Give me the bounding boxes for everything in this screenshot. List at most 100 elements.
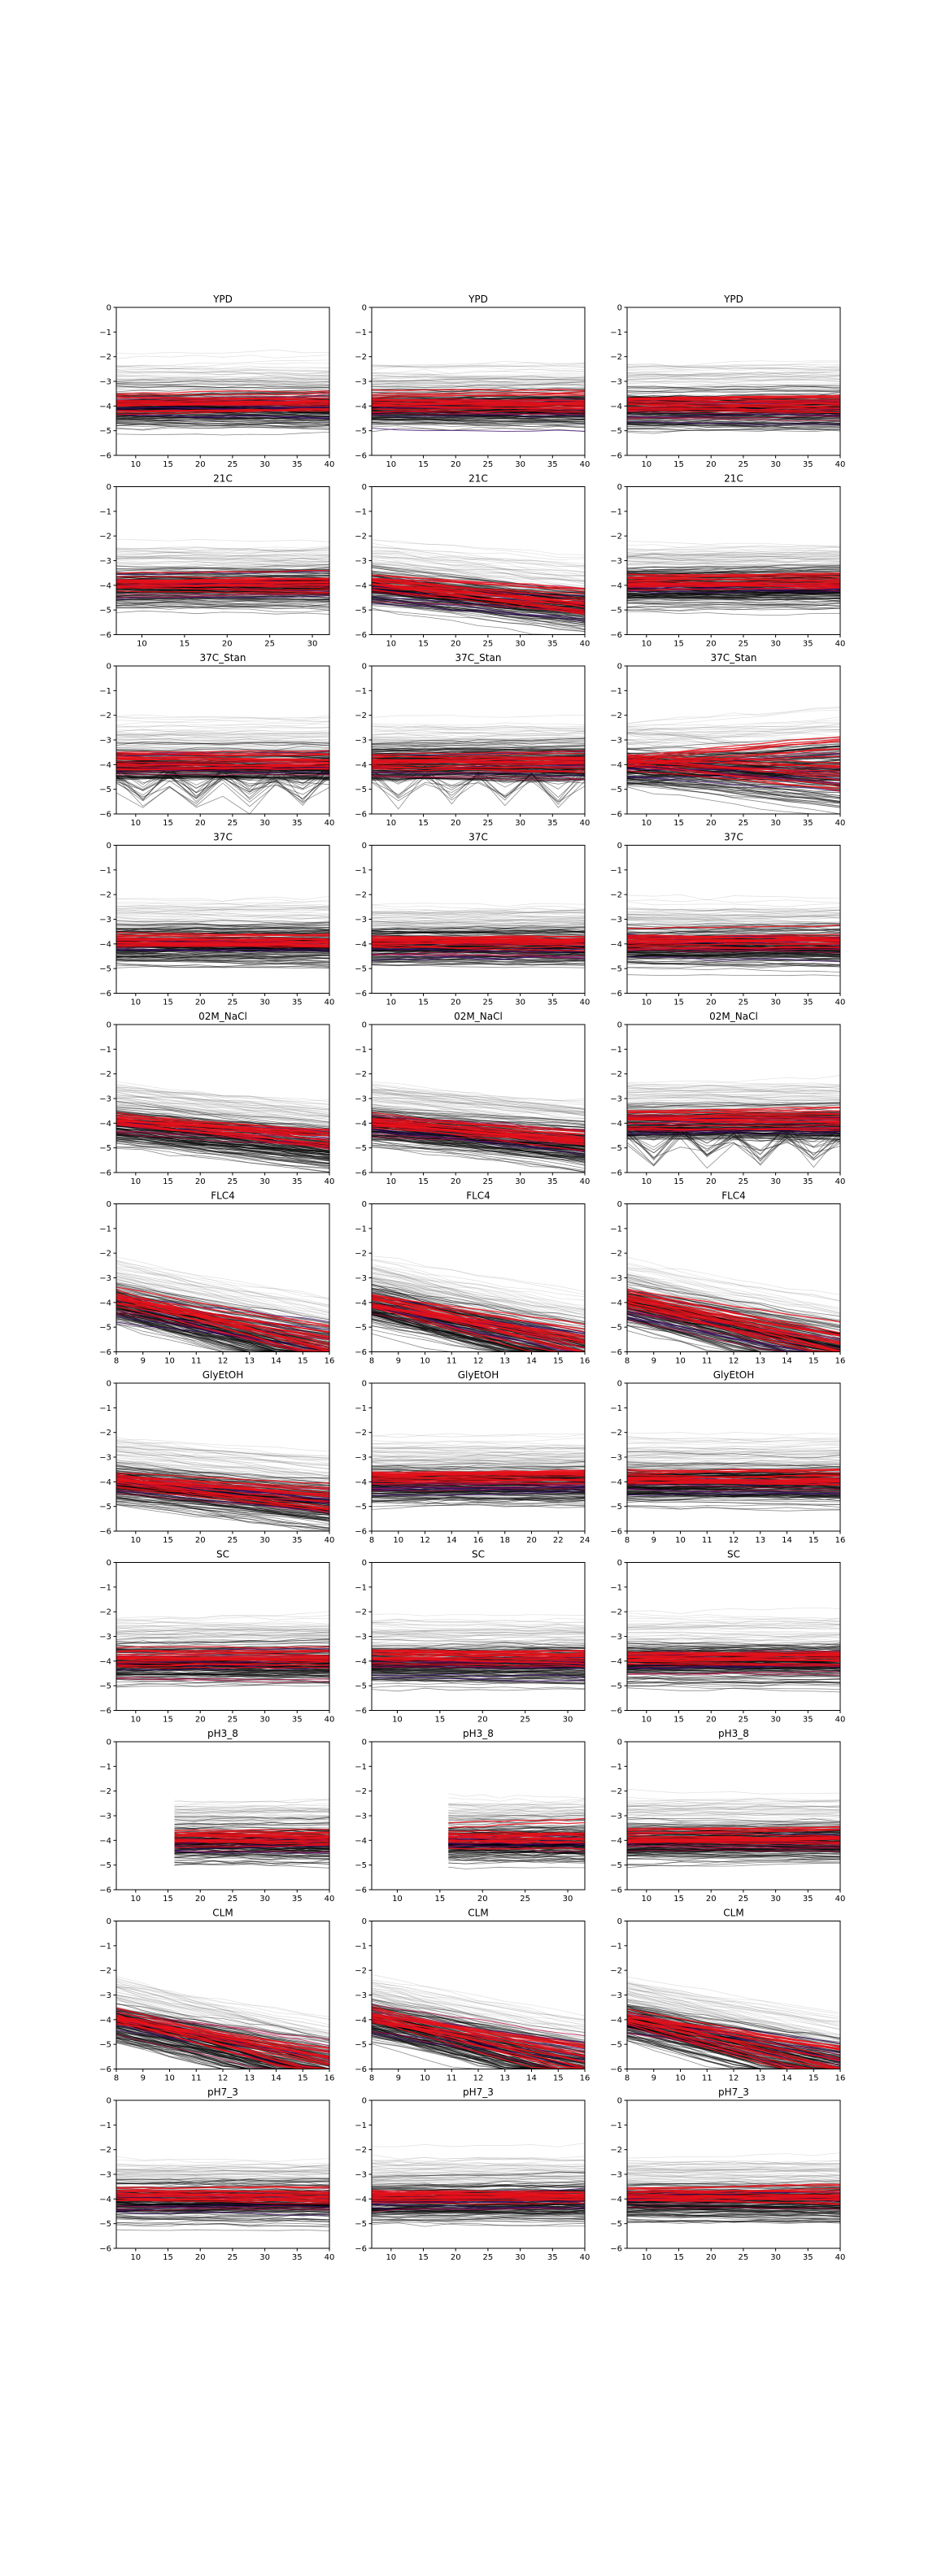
- x-tick-label: 20: [706, 999, 717, 1007]
- background-series-line: [372, 416, 585, 419]
- y-tick-label: −5: [610, 607, 622, 616]
- x-tick-label: 25: [739, 1177, 749, 1186]
- highlight-series-line: [627, 936, 840, 939]
- highlight-series-line: [372, 1120, 585, 1139]
- background-series-line: [627, 740, 840, 743]
- background-series-line: [372, 930, 585, 933]
- highlight-series-line: [627, 407, 840, 411]
- background-series-line: [627, 378, 840, 381]
- background-series-line: [372, 1106, 585, 1131]
- y-tick-label: −3: [99, 916, 111, 925]
- background-series-line: [627, 768, 840, 794]
- background-series-line: [627, 428, 840, 433]
- background-series-line: [116, 1140, 329, 1173]
- background-series-line: [372, 1092, 585, 1114]
- background-series-line: [116, 566, 329, 572]
- background-series-line: [116, 955, 329, 960]
- background-series-line: [372, 398, 585, 402]
- background-series-line: [116, 776, 329, 807]
- highlight-series-line: [116, 763, 329, 767]
- background-series-line: [116, 777, 329, 781]
- background-series-line: [627, 611, 840, 616]
- highlight-series-line: [627, 1116, 840, 1118]
- background-series-line: [627, 1101, 840, 1106]
- background-series-line: [372, 1110, 585, 1128]
- background-series-line: [372, 1097, 585, 1113]
- background-series-line: [116, 380, 329, 386]
- highlight-series-line: [372, 1295, 585, 1343]
- background-series-line: [627, 550, 840, 556]
- background-series-line: [116, 1087, 329, 1104]
- x-tick-label: 13: [499, 1357, 510, 1366]
- background-series-line: [372, 733, 585, 736]
- background-series-line: [116, 730, 329, 737]
- series-lines: [627, 894, 840, 977]
- background-series-line: [627, 961, 840, 968]
- background-series-line: [627, 596, 840, 603]
- background-series-line: [627, 414, 840, 420]
- background-series-line: [372, 360, 585, 367]
- background-series-line: [116, 410, 329, 415]
- background-series-line: [372, 1312, 585, 1352]
- background-series-line: [627, 1089, 840, 1094]
- subplot-title: FLC4: [466, 1190, 490, 1202]
- background-series-line: [627, 1095, 840, 1099]
- background-series-line: [116, 1279, 329, 1320]
- background-series-line: [372, 1105, 585, 1128]
- background-series-line: [372, 772, 585, 805]
- background-series-line: [627, 1288, 840, 1318]
- y-tick-label: −3: [99, 1095, 111, 1104]
- background-series-line: [627, 912, 840, 920]
- subplot-title: YPD: [212, 294, 233, 305]
- y-tick-label: −1: [355, 1225, 367, 1234]
- background-series-line: [116, 902, 329, 908]
- background-series-line: [372, 540, 585, 558]
- background-series-line: [627, 570, 840, 573]
- background-series-line: [372, 1279, 585, 1322]
- background-series-line: [627, 951, 840, 957]
- background-series-line: [116, 559, 329, 564]
- x-tick-label: 10: [386, 1177, 396, 1186]
- background-series-line: [116, 1139, 329, 1165]
- y-tick-label: −4: [99, 1120, 111, 1129]
- background-series-line: [627, 951, 840, 957]
- x-tick-label: 20: [195, 999, 206, 1007]
- background-series-line: [116, 362, 329, 368]
- series-lines: [372, 538, 585, 635]
- background-series-line: [627, 385, 840, 393]
- background-series-line: [116, 600, 329, 607]
- background-series-line: [116, 556, 329, 562]
- background-series-line: [627, 370, 840, 376]
- background-series-line: [627, 908, 840, 913]
- highlight-series-line: [627, 1123, 840, 1128]
- background-series-line: [627, 592, 840, 599]
- background-series-line: [627, 947, 840, 952]
- y-tick-label: −1: [99, 507, 111, 516]
- background-series-line: [116, 955, 329, 960]
- y-tick-label: −4: [610, 1299, 622, 1308]
- y-tick-label: −2: [99, 1070, 111, 1079]
- highlight-series-line: [372, 953, 585, 959]
- background-series-line: [116, 377, 329, 383]
- background-series-line: [627, 557, 840, 564]
- background-series-line: [627, 568, 840, 574]
- background-series-line: [116, 1128, 329, 1150]
- highlight-series-line: [372, 393, 585, 398]
- background-series-line: [627, 1134, 840, 1141]
- background-series-line: [372, 730, 585, 737]
- highlight-series-line: [372, 1124, 585, 1151]
- highlight-series-line: [627, 736, 840, 757]
- background-series-line: [116, 585, 329, 594]
- y-tick-label: −4: [610, 761, 622, 770]
- background-series-line: [116, 949, 329, 952]
- background-series-line: [372, 425, 585, 433]
- background-series-line: [627, 424, 840, 429]
- background-series-line: [372, 922, 585, 927]
- background-series-line: [372, 375, 585, 381]
- background-series-line: [372, 925, 585, 930]
- highlight-series-line: [116, 750, 329, 753]
- background-series-line: [116, 730, 329, 735]
